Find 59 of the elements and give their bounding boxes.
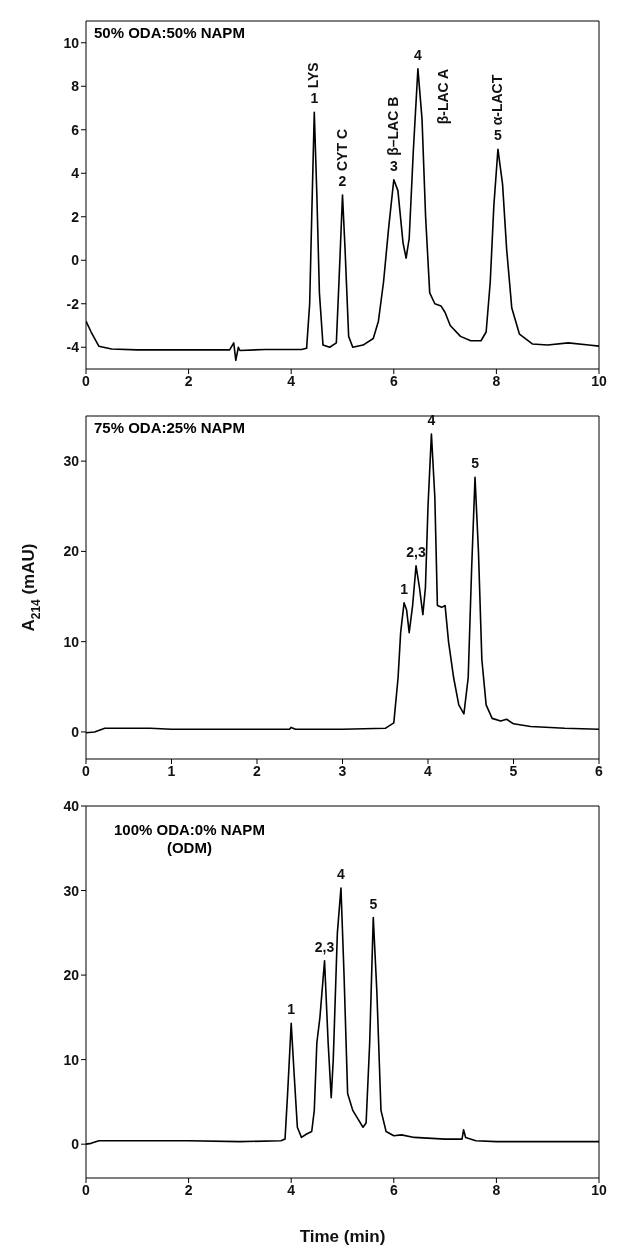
annotation: 1: [400, 580, 409, 597]
y-tick-label: 4: [71, 165, 80, 182]
text: 100% ODA:0% NAPM: [114, 821, 265, 838]
annotation: CYT C: [333, 129, 350, 171]
y-tick-label: 8: [71, 78, 80, 95]
x-tick-label: 1: [167, 762, 176, 779]
annotation: 4: [414, 46, 423, 63]
y-tick-label: -4: [66, 339, 80, 356]
y-tick-label: -2: [66, 295, 80, 312]
annotation: 2: [338, 172, 347, 189]
y-tick-label: 0: [71, 1136, 80, 1153]
x-tick-label: 10: [591, 372, 607, 389]
x-tick-label: 4: [287, 1181, 296, 1198]
annotation: 1: [287, 1000, 296, 1017]
chart-title: 50% ODA:50% NAPM: [94, 24, 245, 41]
annotation: 2,3: [314, 938, 335, 955]
y-tick-label: 30: [63, 453, 80, 470]
chart-title: 75% ODA:25% NAPM: [94, 419, 245, 436]
annotation: 5: [494, 127, 503, 144]
x-tick-label: 6: [389, 372, 398, 389]
y-tick-label: 6: [71, 121, 80, 138]
annotation: 1: [310, 90, 319, 107]
annotation: 4: [337, 865, 346, 882]
text: (ODM): [166, 839, 212, 856]
x-tick-label: 4: [287, 372, 296, 389]
annotation: β-LAC A: [434, 68, 451, 125]
x-tick-label: 8: [492, 1181, 501, 1198]
x-tick-label: 2: [184, 372, 193, 389]
annotation: 4: [427, 411, 436, 428]
annotation: 5: [471, 455, 480, 472]
x-tick-label: 0: [82, 1181, 91, 1198]
x-tick-label: 2: [253, 762, 262, 779]
y-tick-label: 10: [63, 633, 80, 650]
x-tick-label: 2: [184, 1181, 193, 1198]
y-tick-label: 20: [63, 967, 80, 984]
y-tick-label: 30: [63, 882, 80, 899]
y-tick-label: 10: [63, 34, 80, 51]
annotation: 5: [369, 895, 378, 912]
annotation: 3: [389, 157, 398, 174]
annotation: α-LACT: [488, 74, 505, 126]
x-tick-label: 8: [492, 372, 501, 389]
y-tick-label: 0: [71, 723, 80, 740]
x-axis-title: Time (min): [299, 1227, 386, 1246]
x-tick-label: 6: [595, 762, 604, 779]
x-tick-label: 0: [82, 762, 91, 779]
y-tick-label: 2: [71, 208, 80, 225]
x-tick-label: 6: [389, 1181, 398, 1198]
y-tick-label: 0: [71, 252, 80, 269]
x-tick-label: 10: [591, 1181, 607, 1198]
y-tick-label: 40: [63, 797, 80, 814]
x-tick-label: 3: [338, 762, 347, 779]
annotation: 2,3: [406, 543, 426, 560]
y-tick-label: 20: [63, 543, 80, 560]
annotation: β–LAC B: [384, 96, 401, 156]
y-tick-label: 10: [63, 1051, 80, 1068]
annotation: LYS: [304, 62, 321, 89]
x-tick-label: 4: [424, 762, 433, 779]
x-tick-label: 0: [82, 372, 91, 389]
x-tick-label: 5: [509, 762, 518, 779]
